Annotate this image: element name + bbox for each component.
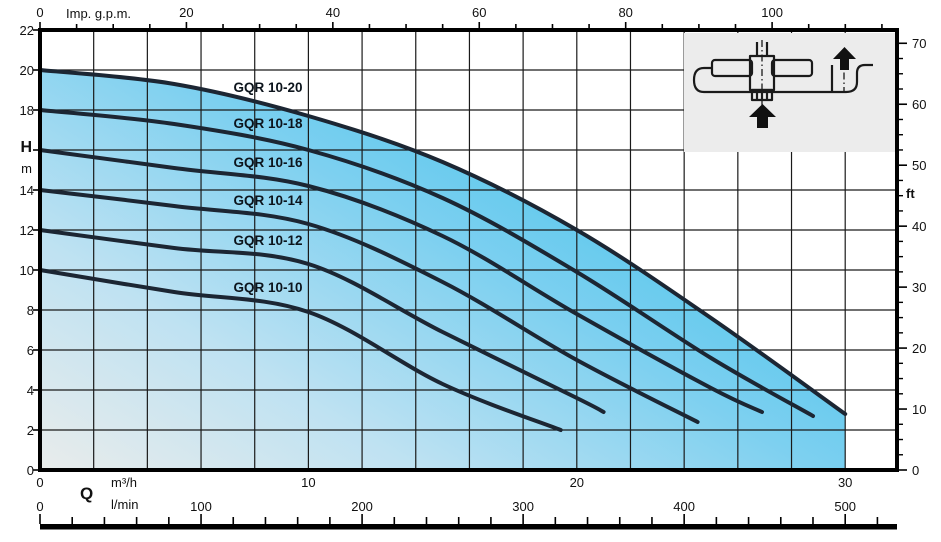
gpm-tick-label: 40 xyxy=(325,5,341,20)
ft-tick-label: 70 xyxy=(912,36,927,52)
flow-arrows xyxy=(749,47,856,128)
ft-tick-label: 20 xyxy=(912,341,927,357)
gpm-tick-label: 0 xyxy=(36,5,44,20)
plot-frame xyxy=(38,28,899,472)
lmin-tick-label: 300 xyxy=(512,499,534,514)
gpm-tick-label: 20 xyxy=(179,5,194,20)
discharge-arrow-icon xyxy=(833,47,856,70)
curve-gqr-10-18 xyxy=(38,108,815,418)
pump-schematic-inset xyxy=(684,33,896,152)
m-tick-label: 10 xyxy=(19,263,34,278)
lmin-tick-label: 0 xyxy=(36,499,44,514)
curve-label-gqr-10-18: GQR 10-18 xyxy=(233,116,303,132)
m-tick-label: 4 xyxy=(26,383,34,398)
right-axis-title: ft xyxy=(906,186,915,201)
m3h-tick-label: 0 xyxy=(36,475,44,490)
m-tick-label: 12 xyxy=(19,223,34,238)
m-tick-label: 22 xyxy=(19,23,34,38)
suction-arrow-icon xyxy=(749,104,776,128)
pump-curves xyxy=(38,68,848,432)
ft-tick-label: 50 xyxy=(912,158,927,174)
m3h-tick-label: 20 xyxy=(569,475,585,490)
m-tick-label: 8 xyxy=(26,303,34,318)
m-tick-label: 14 xyxy=(19,183,34,198)
curve-gqr-10-16 xyxy=(38,148,764,414)
left-axis-title: H xyxy=(20,139,32,156)
pump-casing-outline xyxy=(692,63,873,94)
ft-tick-label: 40 xyxy=(912,219,927,235)
lmin-tick-label: 200 xyxy=(351,499,373,514)
gpm-tick-label: 80 xyxy=(618,5,633,20)
impeller-plate-left xyxy=(710,58,754,78)
m-tick-label: 2 xyxy=(26,423,34,438)
curve-gqr-10-20 xyxy=(38,68,848,416)
gpm-tick-label: 60 xyxy=(472,5,487,20)
lmin-tick-label: 400 xyxy=(673,499,696,514)
lmin-tick-label: 100 xyxy=(190,499,212,514)
curve-gqr-10-12 xyxy=(38,228,606,414)
m-tick-label: 20 xyxy=(19,63,34,78)
curve-label-gqr-10-10: GQR 10-10 xyxy=(233,280,303,295)
ft-tick-label: 10 xyxy=(912,402,927,418)
bottom-axis-title: Q xyxy=(80,484,94,503)
axis-ticks xyxy=(33,22,907,530)
m3h-tick-label: 10 xyxy=(301,475,316,490)
ft-tick-label: 0 xyxy=(912,463,920,478)
bottom-axis-unit-m3h: m³/h xyxy=(111,475,137,490)
lmin-tick-label: 500 xyxy=(834,499,857,514)
ft-tick-label: 30 xyxy=(912,280,927,296)
gpm-tick-label: 100 xyxy=(761,5,783,20)
m3h-tick-label: 30 xyxy=(837,475,853,490)
curve-label-gqr-10-20: GQR 10-20 xyxy=(233,80,303,96)
curve-gqr-10-14 xyxy=(38,188,700,424)
curve-label-gqr-10-12: GQR 10-12 xyxy=(233,233,303,249)
pump-body-drawing xyxy=(692,42,873,102)
impeller-plate-right xyxy=(770,58,814,78)
bottom-axis-unit-lmin: l/min xyxy=(111,497,139,512)
m-tick-label: 6 xyxy=(26,343,34,358)
top-axis-title: Imp. g.p.m. xyxy=(66,6,132,21)
curve-label-gqr-10-14: GQR 10-14 xyxy=(233,192,303,208)
plot-border xyxy=(38,28,899,472)
m-tick-label: 18 xyxy=(19,103,34,118)
lmin-scale-bar xyxy=(40,524,897,530)
curve-gqr-10-10 xyxy=(38,268,563,432)
m-tick-label: 0 xyxy=(26,463,34,478)
left-axis-unit: m xyxy=(21,161,32,176)
ft-tick-label: 60 xyxy=(912,97,927,113)
curve-label-gqr-10-16: GQR 10-16 xyxy=(233,154,303,170)
